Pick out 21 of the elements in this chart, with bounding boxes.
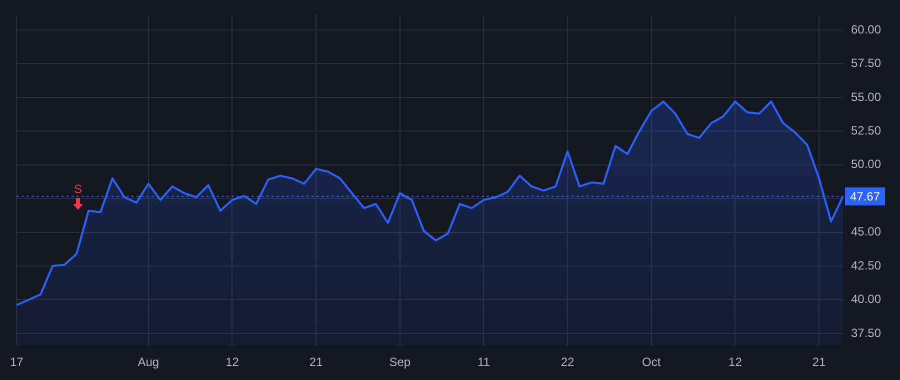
y-tick-label: 50.00: [851, 157, 882, 172]
x-tick-label: Sep: [389, 355, 411, 370]
x-tick-label: 12: [226, 355, 240, 370]
y-tick-label: 60.00: [851, 22, 882, 36]
y-tick-label: 40.00: [851, 292, 882, 306]
y-tick-label: 45.00: [851, 224, 882, 239]
ref-line-label: 47.67: [850, 190, 880, 204]
y-tick-label: 57.50: [851, 56, 882, 70]
y-tick-label: 37.50: [851, 326, 882, 340]
x-tick-label: Oct: [642, 355, 662, 370]
x-tick-label: 17: [10, 355, 24, 370]
x-tick-label: 21: [812, 355, 826, 370]
annotation: S: [74, 182, 82, 196]
x-tick-label: 22: [560, 355, 575, 370]
y-tick-label: 42.50: [851, 258, 882, 272]
x-tick-label: 12: [728, 355, 742, 370]
x-tick-label: Aug: [138, 355, 160, 370]
x-tick-label: 21: [309, 355, 324, 370]
y-tick-label: 55.00: [851, 90, 882, 104]
y-tick-label: 52.50: [851, 123, 882, 138]
x-tick-label: 11: [477, 355, 490, 370]
